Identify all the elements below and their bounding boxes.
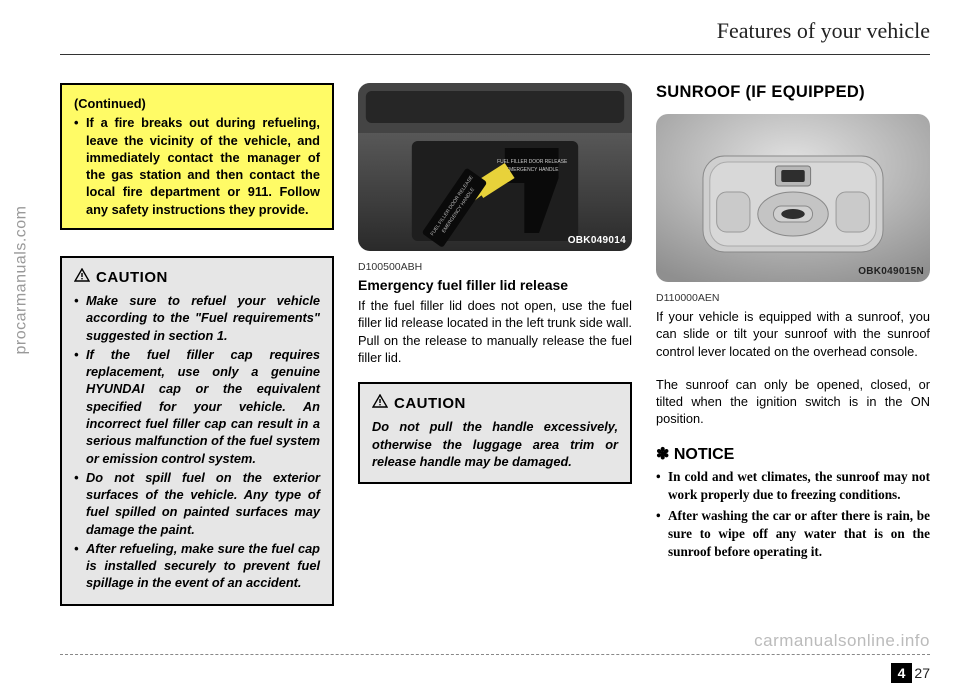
continued-item: If a fire breaks out during refueling, l… [74,114,320,218]
sidebar-text: procarmanuals.com [12,206,30,355]
handle-label-2: EMERGENCY HANDLE [506,167,559,173]
cut-line [60,654,930,655]
notice-block: ✽ NOTICE In cold and wet climates, the s… [656,444,930,562]
figure-tag: OBK049014 [568,235,626,246]
notice-list: In cold and wet climates, the sunroof ma… [656,468,930,562]
para-code: D100500ABH [358,261,632,273]
body-text-2: If your vehicle is equipped with a sunro… [656,308,930,360]
notice-item: In cold and wet climates, the sunroof ma… [656,468,930,504]
caution-title: CAUTION [74,268,320,288]
page-content: Features of your vehicle (Continued) If … [60,18,930,655]
figure-sunroof: OBK049015N [656,114,930,282]
caution-item: Do not spill fuel on the exterior surfac… [74,469,320,538]
page-header: Features of your vehicle [60,18,930,55]
handle-label-1: FUEL FILLER DOOR RELEASE [497,159,568,165]
caution-list-1: Make sure to refuel your vehicle accordi… [74,292,320,592]
page-no: 27 [914,665,930,681]
columns: (Continued) If a fire breaks out during … [60,83,930,624]
body-text: If the fuel filler lid does not open, us… [358,297,632,366]
notice-title: ✽ NOTICE [656,444,930,464]
page-number: 4 27 [891,663,930,683]
section-title: SUNROOF (IF EQUIPPED) [656,83,930,102]
caution-item: Make sure to refuel your vehicle accordi… [74,292,320,344]
warning-continued-box: (Continued) If a fire breaks out during … [60,83,334,230]
caution-label: CAUTION [96,268,168,288]
caution-item: After refueling, make sure the fuel cap … [74,540,320,592]
caution-box-1: CAUTION Make sure to refuel your vehicle… [60,256,334,606]
sidebar-vertical-label: procarmanuals.com [8,180,34,380]
continued-title: (Continued) [74,95,320,112]
caution-body-2: Do not pull the handle excessively, othe… [372,418,618,470]
subheading: Emergency fuel filler lid release [358,277,632,293]
section-number: 4 [891,663,913,683]
body-text-3: The sunroof can only be opened, closed, … [656,376,930,428]
para-code-2: D110000AEN [656,292,930,304]
continued-list: If a fire breaks out during refueling, l… [74,114,320,218]
warning-icon [372,394,388,413]
caution-box-2: CAUTION Do not pull the handle excessive… [358,382,632,484]
watermark: carmanualsonline.info [754,631,930,651]
caution-label-2: CAUTION [394,394,466,414]
figure-tag-2: OBK049015N [858,266,924,277]
caution-title-2: CAUTION [372,394,618,414]
figure-fuel-release: FUEL FILLER DOOR RELEASE EMERGENCY HANDL… [358,83,632,251]
warning-icon [74,268,90,287]
notice-item: After washing the car or after there is … [656,507,930,562]
column-3: SUNROOF (IF EQUIPPED) [656,83,930,624]
caution-item: If the fuel filler cap requires replacem… [74,346,320,467]
column-1: (Continued) If a fire breaks out during … [60,83,334,624]
column-2: FUEL FILLER DOOR RELEASE EMERGENCY HANDL… [358,83,632,624]
